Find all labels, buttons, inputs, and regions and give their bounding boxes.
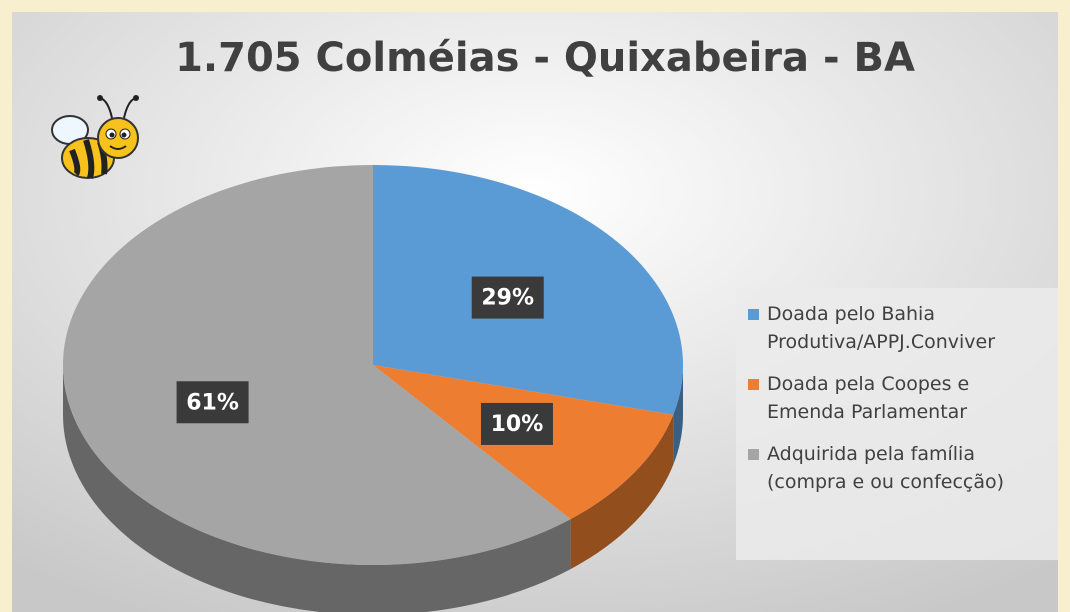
legend-label: Doada pela Coopes e Emenda Parlamentar <box>767 370 1037 426</box>
legend-marker <box>748 309 759 320</box>
legend-marker <box>748 449 759 460</box>
value-label: 61% <box>186 390 239 415</box>
chart-title: 1.705 Colméias - Quixabeira - BA <box>175 35 915 81</box>
legend-item: Doada pelo Bahia Produtiva/APPJ.Conviver <box>746 300 1048 356</box>
chart: 1.705 Colméias - Quixabeira - BA 29% 10% 6… <box>0 0 1070 612</box>
legend-label: Adquirida pela família (compra e ou conf… <box>767 440 1037 496</box>
legend-label: Doada pelo Bahia Produtiva/APPJ.Conviver <box>767 300 1037 356</box>
legend-item: Doada pela Coopes e Emenda Parlamentar <box>746 370 1048 426</box>
legend-item: Adquirida pela família (compra e ou conf… <box>746 440 1048 496</box>
legend-marker <box>748 379 759 390</box>
value-label: 29% <box>481 286 534 311</box>
legend: Doada pelo Bahia Produtiva/APPJ.Conviver… <box>736 288 1058 560</box>
value-label: 10% <box>491 412 544 437</box>
